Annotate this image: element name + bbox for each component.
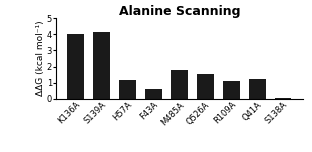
- Bar: [249, 79, 266, 99]
- Y-axis label: ΔΔG (kcal mol⁻¹): ΔΔG (kcal mol⁻¹): [36, 21, 45, 96]
- Bar: [171, 70, 188, 99]
- Bar: [145, 89, 162, 99]
- Bar: [93, 32, 110, 99]
- Bar: [275, 98, 291, 99]
- Title: Alanine Scanning: Alanine Scanning: [119, 5, 240, 18]
- Bar: [197, 74, 214, 99]
- Bar: [119, 80, 136, 99]
- Bar: [67, 34, 84, 99]
- Bar: [223, 81, 240, 99]
